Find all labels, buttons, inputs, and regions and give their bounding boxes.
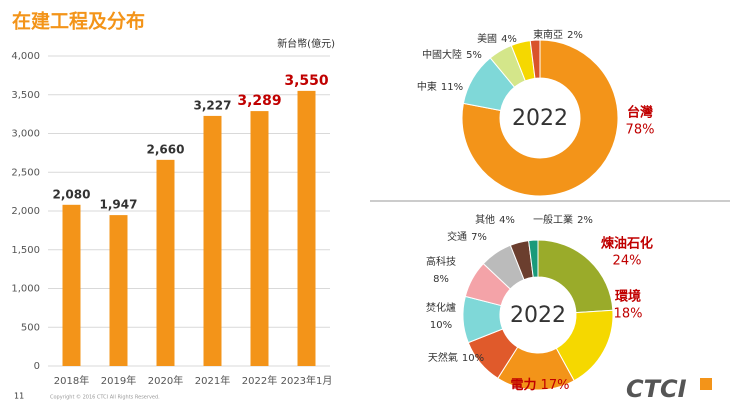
value-label: 1,947 <box>100 198 138 212</box>
slice-value: 5% <box>466 50 482 61</box>
slice-name: 台灣 <box>627 105 653 121</box>
bar <box>297 90 316 366</box>
x-tick-label: 2023年1月 <box>281 374 333 387</box>
slice-value: 78% <box>626 123 655 138</box>
bar <box>250 111 269 366</box>
x-tick-label: 2019年 <box>101 374 136 387</box>
donut-hole <box>500 78 580 158</box>
slice-name: 天然氣 <box>428 351 458 364</box>
slice-name: 中國大陸 <box>422 48 462 61</box>
slice-name: 東南亞 <box>533 28 563 41</box>
value-label: 3,550 <box>284 73 329 89</box>
slice-name: 煉油石化 <box>600 236 653 252</box>
slice-label: 其他 4% <box>475 213 515 226</box>
x-tick-label: 2018年 <box>54 374 89 387</box>
donut-hole <box>500 277 576 353</box>
slice-value: 7% <box>471 232 487 243</box>
slice-name: 電力 <box>511 377 537 393</box>
slice-label: 中東 11% <box>417 80 463 93</box>
slice-name: 焚化爐 <box>426 301 456 314</box>
center-label: 2022 <box>510 303 566 328</box>
slice-value: 10% <box>462 353 484 364</box>
slice-value: 2% <box>567 30 583 41</box>
logo-mark <box>700 378 712 390</box>
y-tick-label: 500 <box>21 322 40 333</box>
slice-value: 2% <box>577 215 593 226</box>
bar <box>203 115 222 366</box>
x-tick-label: 2020年 <box>148 374 183 387</box>
value-label: 2,660 <box>147 142 185 156</box>
y-tick-label: 4,000 <box>11 51 40 62</box>
slice-value: 24% <box>613 254 642 269</box>
y-tick-label: 2,500 <box>11 167 40 178</box>
slice-value: 11% <box>441 82 463 93</box>
slice-label: 一般工業 2% <box>533 213 593 226</box>
slice-name: 中東 <box>417 80 437 93</box>
bar <box>62 204 81 366</box>
slice-label: 天然氣 10% <box>428 351 484 364</box>
logo: CTCI <box>626 375 687 403</box>
unit-label: 新台幣(億元) <box>277 37 335 50</box>
slice-value: 4% <box>499 215 515 226</box>
slice-value: 18% <box>614 307 643 322</box>
page-number: 11 <box>14 392 24 401</box>
slice-name: 其他 <box>475 213 495 226</box>
slice-label: 中國大陸 5% <box>422 48 482 61</box>
bar <box>109 215 128 366</box>
slice-value: 10% <box>430 320 452 331</box>
slice-label: 東南亞 2% <box>533 28 583 41</box>
y-tick-label: 1,000 <box>11 284 40 295</box>
slice-name: 美國 <box>477 32 497 45</box>
slide-title: 在建工程及分布 <box>12 10 145 33</box>
copyright: Copyright © 2016 CTCI All Rights Reserve… <box>50 394 160 401</box>
value-label: 2,080 <box>53 187 91 201</box>
center-label: 2022 <box>512 106 568 131</box>
value-label: 3,227 <box>194 98 232 112</box>
x-tick-label: 2022年 <box>242 374 277 387</box>
value-label: 3,289 <box>237 93 281 109</box>
y-tick-label: 0 <box>34 361 40 372</box>
slice-name: 高科技 <box>426 255 456 268</box>
slice-label: 電力 17% <box>511 377 570 393</box>
slice-value: 4% <box>501 34 517 45</box>
slice-label: 美國 4% <box>477 32 517 45</box>
slice-name: 一般工業 <box>533 213 573 226</box>
y-tick-label: 3,000 <box>11 129 40 140</box>
slice-name: 交通 <box>447 230 467 243</box>
slice-value: 8% <box>433 274 449 285</box>
slice-name: 環境 <box>615 289 641 305</box>
y-tick-label: 2,000 <box>11 206 40 217</box>
y-tick-label: 1,500 <box>11 245 40 256</box>
bar <box>156 159 175 366</box>
x-tick-label: 2021年 <box>195 374 230 387</box>
slice-label: 交通 7% <box>447 230 487 243</box>
y-tick-label: 3,500 <box>11 90 40 101</box>
slice-value: 17% <box>541 378 570 393</box>
